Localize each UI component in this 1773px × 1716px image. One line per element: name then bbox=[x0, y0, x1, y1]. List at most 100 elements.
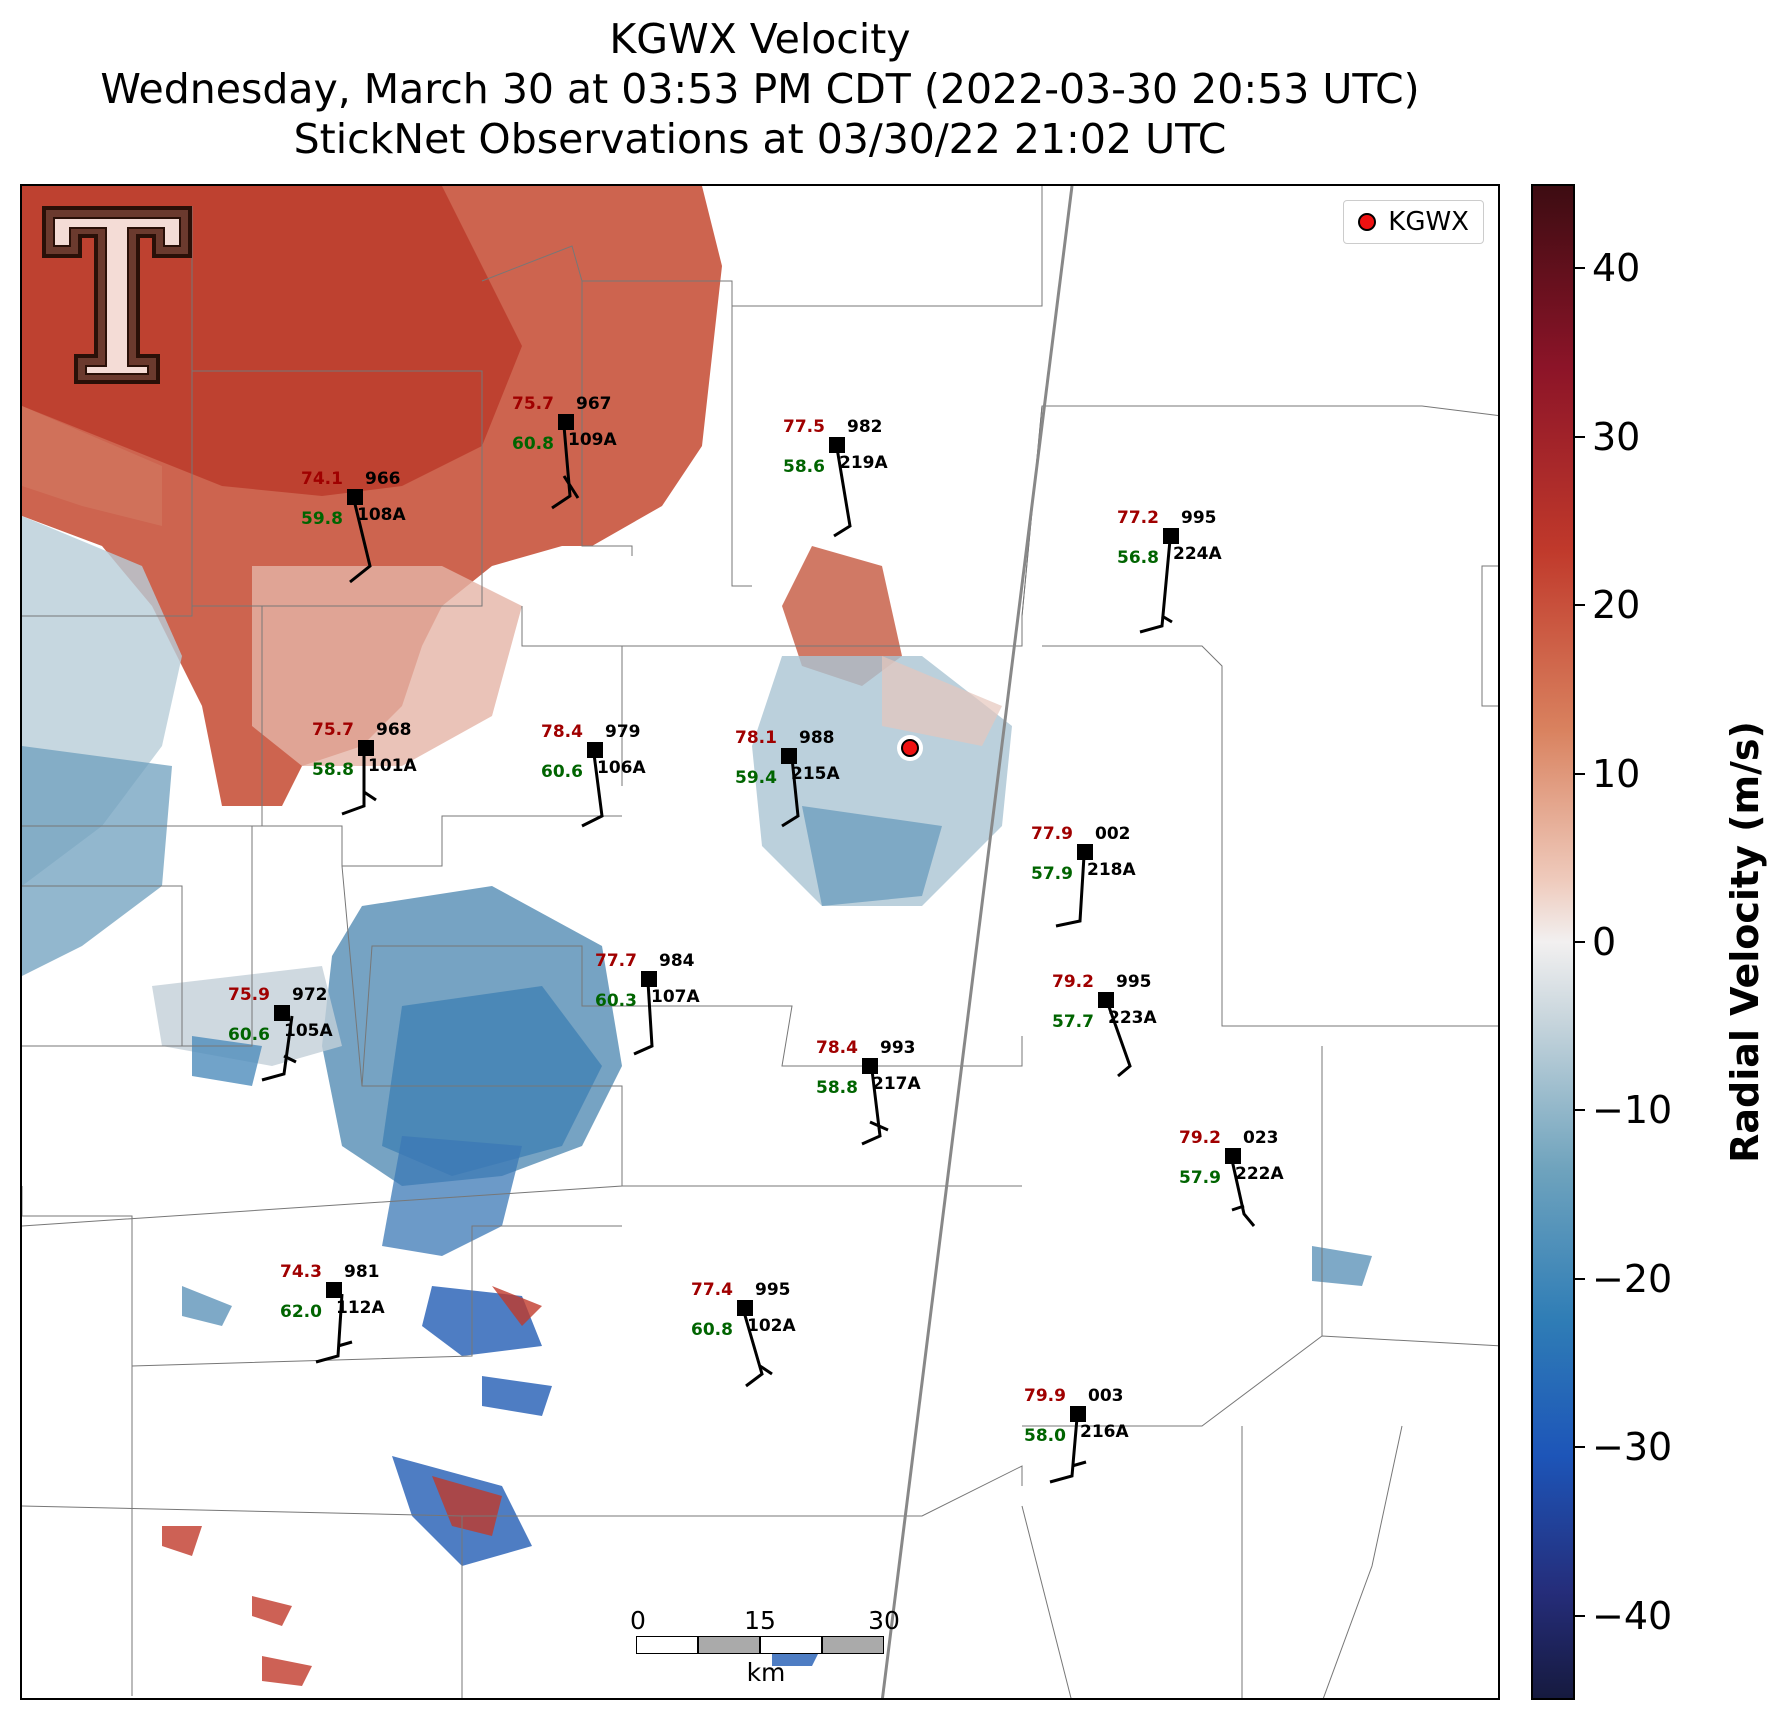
colorbar-tick-mark bbox=[1575, 267, 1585, 270]
legend-label: KGWX bbox=[1388, 207, 1469, 237]
station-id: 215A bbox=[791, 764, 840, 784]
station-id: 102A bbox=[747, 1316, 796, 1336]
station-id: 224A bbox=[1173, 544, 1222, 564]
title-line-1: KGWX Velocity bbox=[609, 15, 911, 63]
station-id: 219A bbox=[839, 453, 888, 473]
station-pressure: 981 bbox=[344, 1262, 380, 1282]
station-pressure: 023 bbox=[1243, 1128, 1279, 1148]
map-legend: KGWX bbox=[1343, 200, 1484, 244]
colorbar-tick-mark bbox=[1575, 1109, 1585, 1112]
station-id: 216A bbox=[1080, 1422, 1129, 1442]
colorbar-tick-label: 0 bbox=[1592, 920, 1617, 964]
station-temperature: 77.5 bbox=[783, 417, 825, 437]
radar-site-marker bbox=[901, 739, 919, 757]
scale-label-30: 30 bbox=[868, 1606, 900, 1635]
station-id: 107A bbox=[651, 987, 700, 1007]
colorbar-tick-label: 40 bbox=[1592, 246, 1641, 291]
station-marker bbox=[1225, 1148, 1241, 1164]
station-temperature: 79.2 bbox=[1052, 972, 1094, 992]
station-marker bbox=[1070, 1406, 1086, 1422]
station-marker bbox=[587, 742, 603, 758]
colorbar-tick-mark bbox=[1575, 1277, 1585, 1280]
station-marker bbox=[737, 1300, 753, 1316]
station-temperature: 74.1 bbox=[301, 469, 343, 489]
station-dewpoint: 57.7 bbox=[1052, 1012, 1094, 1032]
station-pressure: 995 bbox=[1181, 508, 1217, 528]
colorbar-tick-mark bbox=[1575, 604, 1585, 607]
station-id: 112A bbox=[336, 1298, 385, 1318]
velocity-colorbar bbox=[1531, 184, 1575, 1700]
colorbar-tick-label: −20 bbox=[1592, 1256, 1673, 1301]
scale-label-0: 0 bbox=[630, 1606, 646, 1635]
station-temperature: 78.1 bbox=[735, 728, 777, 748]
station-pressure: 968 bbox=[376, 720, 412, 740]
double-t-logo-icon bbox=[42, 206, 192, 384]
scale-segment bbox=[698, 1636, 760, 1654]
station-dewpoint: 58.8 bbox=[816, 1078, 858, 1098]
station-marker bbox=[358, 740, 374, 756]
station-dewpoint: 60.6 bbox=[228, 1025, 270, 1045]
wind-barbs bbox=[261, 425, 1256, 1484]
velocity-echoes bbox=[22, 186, 1372, 1686]
station-id: 222A bbox=[1235, 1164, 1284, 1184]
station-marker bbox=[558, 414, 574, 430]
station-id: 105A bbox=[284, 1021, 333, 1041]
title-line-2: Wednesday, March 30 at 03:53 PM CDT (202… bbox=[100, 65, 1420, 113]
station-pressure: 972 bbox=[292, 985, 328, 1005]
title-line-3: StickNet Observations at 03/30/22 21:02 … bbox=[293, 115, 1227, 163]
station-dewpoint: 62.0 bbox=[280, 1302, 322, 1322]
station-marker bbox=[862, 1058, 878, 1074]
station-dewpoint: 60.3 bbox=[595, 991, 637, 1011]
scale-unit: km bbox=[746, 1658, 786, 1687]
station-id: 223A bbox=[1108, 1008, 1157, 1028]
station-pressure: 002 bbox=[1095, 824, 1131, 844]
colorbar-tick-mark bbox=[1575, 1614, 1585, 1617]
station-pressure: 967 bbox=[576, 394, 612, 414]
station-marker bbox=[1098, 992, 1114, 1008]
station-pressure: 988 bbox=[799, 728, 835, 748]
station-pressure: 993 bbox=[880, 1038, 916, 1058]
station-pressure: 995 bbox=[1116, 972, 1152, 992]
station-id: 109A bbox=[568, 430, 617, 450]
station-temperature: 79.2 bbox=[1179, 1128, 1221, 1148]
station-dewpoint: 57.9 bbox=[1179, 1168, 1221, 1188]
colorbar-tick-label: 10 bbox=[1592, 751, 1641, 796]
station-dewpoint: 58.8 bbox=[312, 760, 354, 780]
scale-segment bbox=[822, 1636, 884, 1654]
station-marker bbox=[326, 1282, 342, 1298]
station-temperature: 75.9 bbox=[228, 985, 270, 1005]
scale-bar: 0 15 30 km bbox=[630, 1606, 900, 1687]
station-marker bbox=[641, 971, 657, 987]
station-temperature: 79.9 bbox=[1024, 1386, 1066, 1406]
colorbar-tick-mark bbox=[1575, 435, 1585, 438]
station-id: 218A bbox=[1087, 860, 1136, 880]
station-dewpoint: 60.6 bbox=[541, 762, 583, 782]
station-pressure: 979 bbox=[605, 722, 641, 742]
colorbar-tick-mark bbox=[1575, 941, 1585, 943]
station-dewpoint: 59.8 bbox=[301, 509, 343, 529]
station-pressure: 984 bbox=[659, 951, 695, 971]
station-id: 217A bbox=[872, 1074, 921, 1094]
radar-map-canvas bbox=[22, 186, 1498, 1698]
station-marker bbox=[829, 437, 845, 453]
scale-segment bbox=[636, 1636, 698, 1654]
station-temperature: 78.4 bbox=[816, 1038, 858, 1058]
figure-title: KGWX Velocity Wednesday, March 30 at 03:… bbox=[0, 14, 1520, 164]
state-boundary-line bbox=[880, 186, 1074, 1698]
station-temperature: 75.7 bbox=[512, 394, 554, 414]
colorbar-tick-label: 20 bbox=[1592, 583, 1641, 628]
station-temperature: 74.3 bbox=[280, 1262, 322, 1282]
radar-map: KGWX 75.7 967 60.8 109A 77.5 982 58.6 21… bbox=[20, 184, 1500, 1700]
scale-segment bbox=[760, 1636, 822, 1654]
station-marker bbox=[274, 1005, 290, 1021]
colorbar-tick-label: −10 bbox=[1592, 1088, 1673, 1133]
station-pressure: 982 bbox=[847, 417, 883, 437]
colorbar-tick-mark bbox=[1575, 772, 1585, 775]
colorbar-tick-label: −40 bbox=[1592, 1593, 1673, 1638]
station-temperature: 77.7 bbox=[595, 951, 637, 971]
radar-site-legend-icon bbox=[1358, 213, 1377, 231]
colorbar-tick-label: −30 bbox=[1592, 1425, 1673, 1470]
station-temperature: 77.2 bbox=[1117, 508, 1159, 528]
station-dewpoint: 60.8 bbox=[691, 1320, 733, 1340]
colorbar-tick-label: 30 bbox=[1592, 414, 1641, 459]
